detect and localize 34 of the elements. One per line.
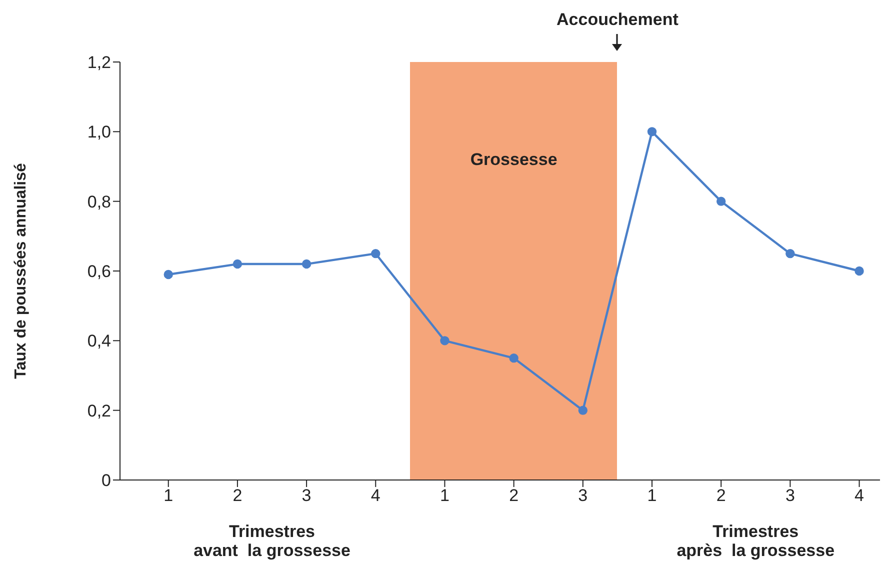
x-tick-label: 4 xyxy=(370,486,380,506)
y-tick-label: 1,2 xyxy=(87,53,111,72)
point xyxy=(716,196,726,206)
y-tick-label: 1,0 xyxy=(87,122,111,142)
x-tick-label: 1 xyxy=(164,486,174,506)
point xyxy=(164,270,173,280)
point xyxy=(854,266,864,276)
y-tick-label: 0,6 xyxy=(87,262,111,282)
point xyxy=(440,336,450,346)
y-tick-label: 0,8 xyxy=(87,192,111,212)
y-tick-label: 0,2 xyxy=(87,401,111,420)
y-tick-label: 0,4 xyxy=(87,332,111,351)
point xyxy=(786,248,795,258)
point xyxy=(647,127,657,136)
point xyxy=(232,259,242,269)
text: Accouchement xyxy=(556,10,678,30)
text: Trimestres avant la grossesse xyxy=(194,522,350,560)
annotation: Grossesse xyxy=(470,150,558,170)
y-tick-label: 0 xyxy=(102,471,111,490)
text: Trimestres après la grossesse xyxy=(676,522,835,560)
point xyxy=(578,406,588,415)
y-axis-title: Taux de poussées annualisé xyxy=(12,163,30,379)
x-tick-label: 2 xyxy=(232,486,242,506)
point xyxy=(509,353,518,363)
x-tick-label: 3 xyxy=(302,486,312,506)
x-tick-label: 4 xyxy=(854,486,864,506)
x-tick-label: 3 xyxy=(785,486,795,506)
x-tick-label: 1 xyxy=(440,486,450,506)
x-tick-label: 1 xyxy=(647,486,657,506)
x-tick-label: 3 xyxy=(578,486,588,506)
point xyxy=(302,259,312,269)
point xyxy=(371,248,380,258)
x-tick-label: 2 xyxy=(716,486,726,506)
x-tick-label: 2 xyxy=(509,486,519,506)
